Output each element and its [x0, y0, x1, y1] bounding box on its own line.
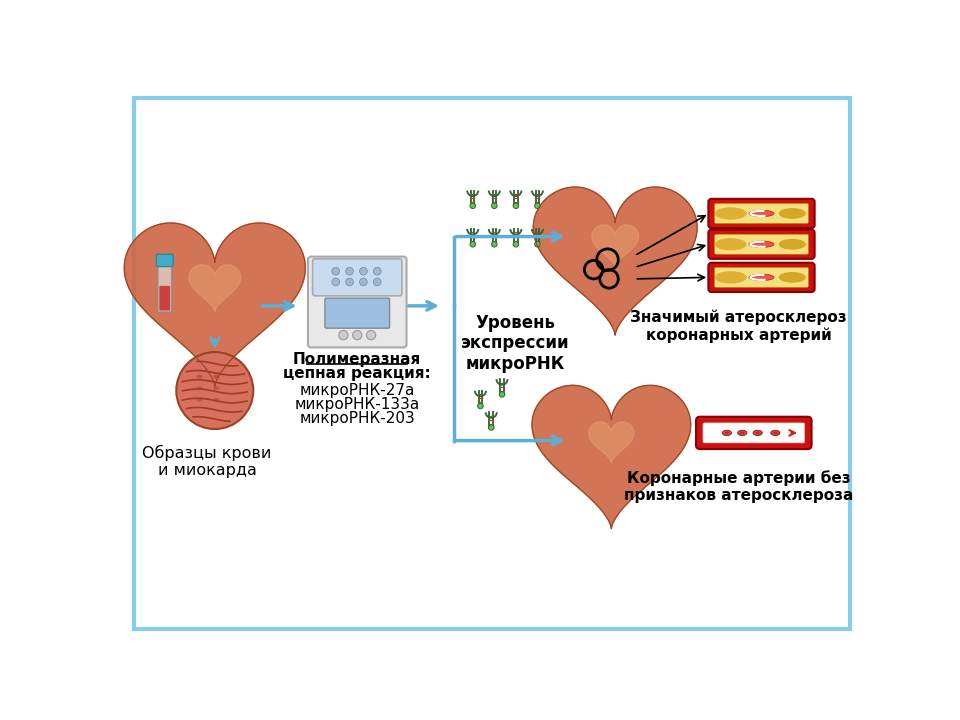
Text: микроРНК-27а: микроРНК-27а	[300, 383, 415, 398]
Circle shape	[470, 203, 475, 209]
Ellipse shape	[753, 431, 762, 436]
Ellipse shape	[749, 241, 774, 248]
FancyBboxPatch shape	[156, 254, 173, 266]
Ellipse shape	[749, 274, 774, 281]
Circle shape	[513, 241, 518, 247]
Circle shape	[492, 241, 497, 247]
Circle shape	[346, 278, 353, 286]
Ellipse shape	[715, 238, 747, 251]
FancyBboxPatch shape	[696, 417, 811, 449]
Ellipse shape	[715, 271, 747, 284]
Ellipse shape	[213, 398, 220, 402]
Polygon shape	[533, 187, 697, 335]
FancyBboxPatch shape	[708, 263, 815, 292]
Text: Полимеразная: Полимеразная	[293, 352, 421, 367]
Text: Образцы крови
и миокарда: Образцы крови и миокарда	[142, 444, 272, 478]
Circle shape	[373, 278, 381, 286]
Circle shape	[373, 267, 381, 275]
Circle shape	[360, 278, 368, 286]
Circle shape	[478, 403, 483, 409]
Ellipse shape	[737, 431, 747, 436]
FancyBboxPatch shape	[703, 423, 804, 443]
Ellipse shape	[725, 432, 729, 434]
Text: Коронарные артерии без
признаков атеросклероза: Коронарные артерии без признаков атероск…	[624, 470, 853, 503]
Circle shape	[499, 392, 505, 397]
FancyBboxPatch shape	[714, 234, 808, 254]
Circle shape	[513, 203, 518, 209]
Ellipse shape	[774, 432, 778, 434]
Ellipse shape	[722, 431, 732, 436]
Polygon shape	[588, 422, 634, 463]
Text: микроРНК-203: микроРНК-203	[300, 410, 415, 426]
Text: цепная реакция:: цепная реакция:	[283, 366, 431, 381]
Ellipse shape	[196, 387, 203, 390]
FancyBboxPatch shape	[159, 286, 170, 310]
Circle shape	[489, 425, 494, 431]
FancyBboxPatch shape	[308, 256, 406, 348]
FancyBboxPatch shape	[324, 298, 390, 328]
Ellipse shape	[749, 210, 774, 217]
FancyBboxPatch shape	[714, 204, 808, 223]
Ellipse shape	[779, 208, 806, 219]
Circle shape	[339, 330, 348, 340]
Circle shape	[535, 241, 540, 247]
Ellipse shape	[196, 398, 203, 402]
Polygon shape	[189, 265, 241, 312]
Ellipse shape	[196, 375, 203, 379]
Text: Уровень
экспрессии
микроРНК: Уровень экспрессии микроРНК	[461, 313, 569, 373]
Ellipse shape	[740, 432, 744, 434]
Ellipse shape	[213, 387, 220, 390]
FancyBboxPatch shape	[157, 264, 172, 312]
Ellipse shape	[779, 239, 806, 250]
Circle shape	[367, 330, 375, 340]
Ellipse shape	[756, 432, 759, 434]
Circle shape	[332, 267, 340, 275]
FancyBboxPatch shape	[134, 98, 850, 629]
Circle shape	[346, 267, 353, 275]
Polygon shape	[124, 223, 305, 387]
Ellipse shape	[715, 207, 747, 220]
Ellipse shape	[771, 431, 780, 436]
Circle shape	[492, 203, 497, 209]
Text: Значимый атеросклероз
коронарных артерий: Значимый атеросклероз коронарных артерий	[630, 310, 847, 343]
Polygon shape	[591, 225, 638, 267]
Circle shape	[360, 267, 368, 275]
Circle shape	[177, 352, 253, 429]
FancyBboxPatch shape	[313, 259, 402, 296]
Polygon shape	[532, 385, 690, 528]
Circle shape	[352, 330, 362, 340]
Ellipse shape	[213, 375, 220, 379]
FancyBboxPatch shape	[708, 199, 815, 228]
Circle shape	[470, 241, 475, 247]
FancyBboxPatch shape	[714, 267, 808, 287]
Circle shape	[332, 278, 340, 286]
FancyBboxPatch shape	[708, 230, 815, 259]
Circle shape	[535, 203, 540, 209]
Text: микроРНК-133а: микроРНК-133а	[295, 397, 420, 412]
Ellipse shape	[779, 272, 806, 283]
